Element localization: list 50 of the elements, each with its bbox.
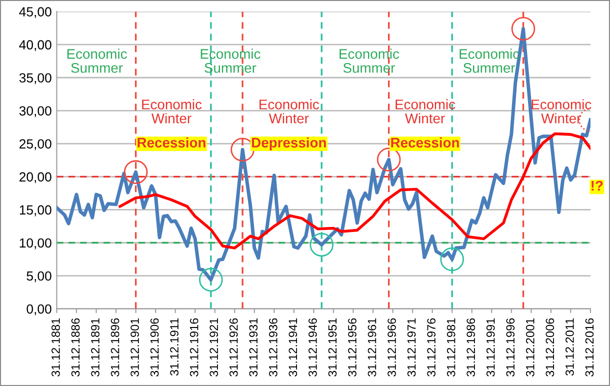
- y-tick-label: 10,00: [20, 238, 52, 250]
- x-tick-label: 31.12.1906: [150, 318, 159, 376]
- x-tick-label: 31.12.1966: [388, 318, 396, 376]
- x-tick-label: 31.12.1896: [110, 318, 120, 376]
- y-tick-label: 30,00: [19, 106, 52, 118]
- text: !?: [592, 180, 603, 191]
- x-tick-label: 31.12.1996: [506, 318, 515, 376]
- x-tick-label: 31.12.1931: [249, 318, 258, 376]
- annotation: Economic Winter: [260, 99, 320, 124]
- annotation: Economic Winter: [532, 99, 592, 124]
- x-tick-label: 31.12.1936: [268, 318, 278, 376]
- x-tick-label: 31.12.1881: [52, 318, 60, 376]
- x-tick-label: 31.12.1886: [71, 318, 80, 376]
- x-tick-label: 31.12.1986: [466, 318, 476, 376]
- annotation: Recession: [138, 137, 206, 148]
- x-tick-label: 31.12.1971: [407, 318, 416, 376]
- annotation: Depression: [252, 137, 326, 150]
- x-tick-label: 31.12.2016: [585, 318, 594, 376]
- x-tick-label: 31.12.1926: [229, 318, 238, 376]
- x-tick-label: 31.12.1901: [130, 318, 139, 376]
- x-tick-label: 31.12.1976: [427, 318, 436, 376]
- annotation: Economic Summer: [67, 48, 127, 73]
- y-tick-label: 15,00: [20, 205, 52, 216]
- x-tick-label: 31.12.2006: [546, 318, 554, 376]
- x-tick-label: 31.12.2001: [526, 318, 534, 376]
- x-tick-label: 31.12.1981: [446, 318, 456, 376]
- x-tick-label: 31.12.1946: [308, 318, 317, 376]
- y-tick-label: 5,00: [26, 271, 52, 282]
- annotation: Recession: [391, 137, 459, 148]
- y-tick-label: 45,00: [19, 7, 52, 18]
- x-tick-label: 31.12.1911: [170, 318, 178, 376]
- x-tick-label: 31.12.1921: [210, 318, 218, 376]
- x-tick-label: 31.12.1941: [288, 318, 298, 376]
- x-tick-label: 31.12.1951: [328, 318, 337, 376]
- x-tick-label: 31.12.1991: [486, 318, 495, 376]
- y-tick-label: 20,00: [20, 172, 52, 184]
- x-tick-label: 31.12.1891: [91, 318, 100, 376]
- line-series: [118, 132, 590, 250]
- annotation: Economic Winter: [142, 99, 202, 124]
- x-tick-label: 31.12.1961: [368, 318, 376, 376]
- x-tick-label: 31.12.1956: [348, 318, 356, 376]
- y-tick-label: 40,00: [19, 40, 52, 52]
- y-tick-label: 35,00: [19, 73, 52, 84]
- y-tick-label: 25,00: [20, 139, 52, 150]
- annotation: Economic Summer: [340, 48, 400, 73]
- annotation: Economic Winter: [396, 99, 456, 124]
- x-tick-label: 31.12.2011: [566, 318, 574, 376]
- x-tick-label: 31.12.1916: [190, 318, 198, 376]
- annotation: Economic Summer: [200, 48, 260, 73]
- y-tick-label: 0,00: [26, 304, 52, 316]
